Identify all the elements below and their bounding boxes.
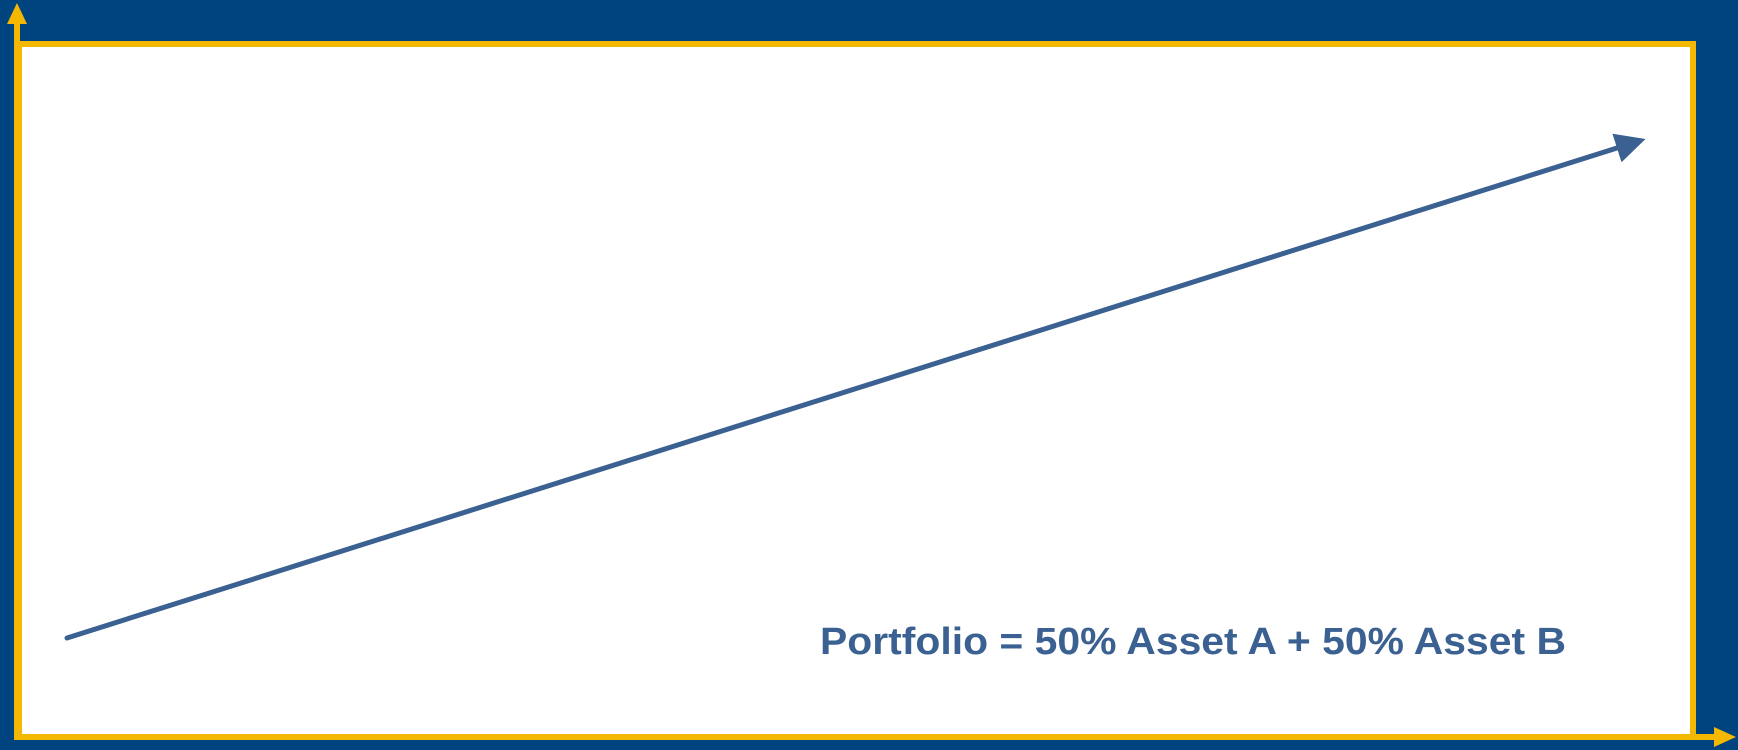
portfolio-label: Portfolio = 50% Asset A + 50% Asset B xyxy=(820,621,1566,663)
y-axis-arrowhead xyxy=(7,3,27,24)
portfolio-line xyxy=(64,133,1646,641)
x-axis-arrowhead xyxy=(1714,727,1736,747)
